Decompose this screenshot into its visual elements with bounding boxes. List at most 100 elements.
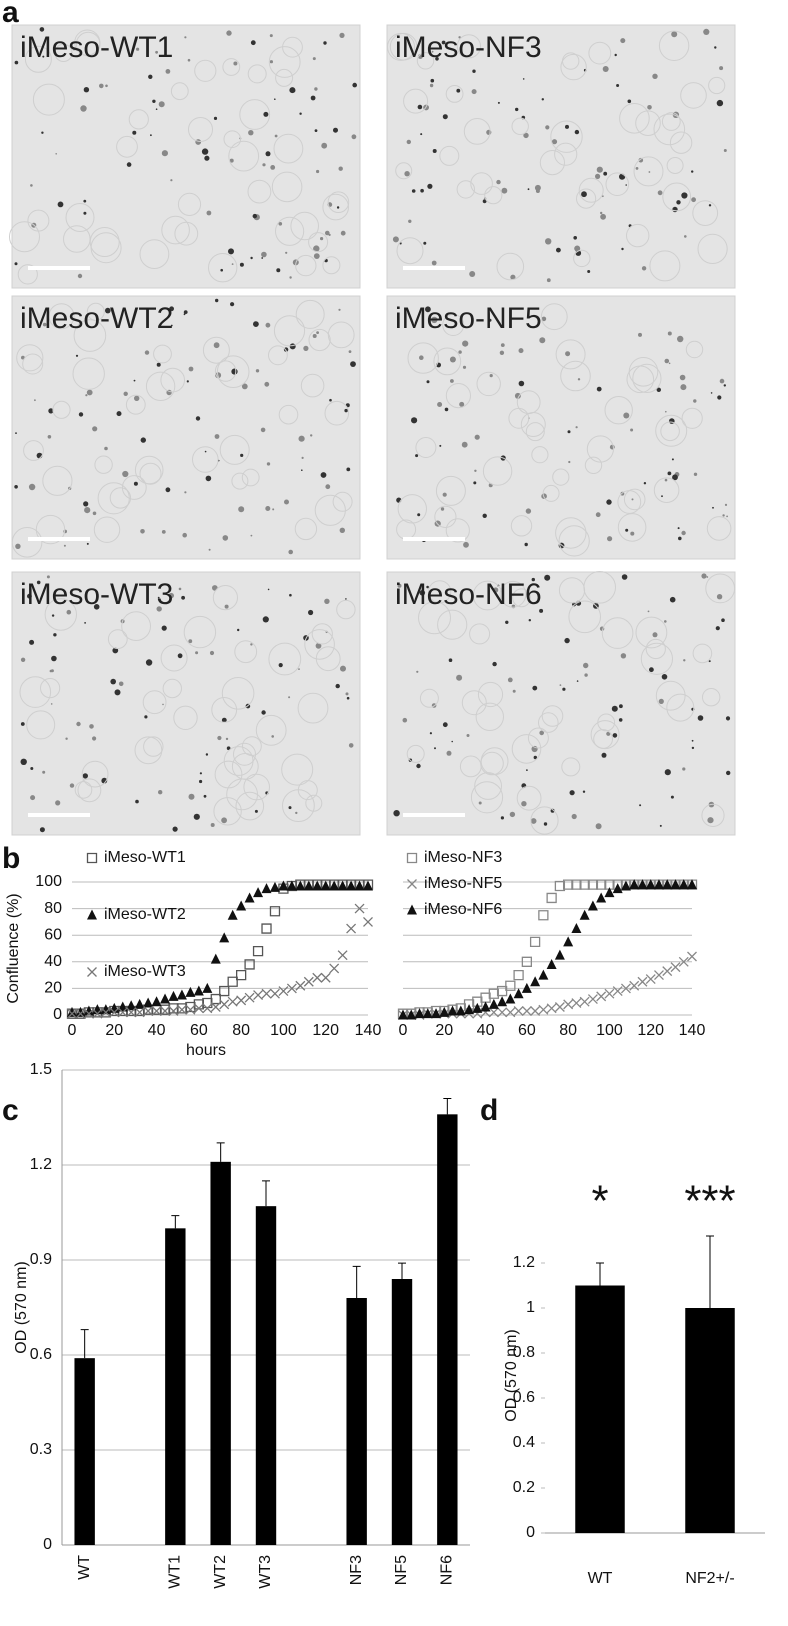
y-tick-label: 0.2	[513, 1479, 535, 1496]
cell-debris	[568, 460, 571, 464]
cell-debris	[635, 167, 639, 170]
cell-debris	[489, 374, 493, 378]
data-point	[637, 879, 648, 890]
cell-debris	[214, 434, 220, 439]
cell-debris	[226, 746, 231, 750]
cell-outline	[32, 83, 65, 116]
cell-debris	[329, 398, 332, 402]
cell-debris	[289, 87, 296, 94]
cell-debris	[658, 698, 664, 705]
data-point	[227, 909, 238, 920]
cell-outline	[74, 781, 93, 799]
cell-debris	[606, 499, 612, 505]
data-point	[346, 880, 357, 891]
cell-outline	[192, 446, 219, 473]
cell-debris	[77, 273, 83, 279]
cell-debris	[722, 514, 725, 517]
error-bar	[443, 1098, 452, 1115]
cell-debris	[521, 801, 527, 807]
cell-debris	[165, 487, 171, 493]
cell-debris	[471, 89, 477, 95]
data-point	[612, 883, 623, 894]
cell-debris	[679, 374, 686, 381]
cell-debris	[439, 444, 442, 447]
cell-debris	[652, 632, 658, 638]
cell-debris	[269, 60, 273, 64]
data-point	[354, 880, 365, 891]
cell-debris	[463, 541, 469, 548]
cell-debris	[303, 345, 309, 351]
cell-outline	[42, 465, 73, 496]
data-point	[554, 949, 565, 960]
cell-debris	[656, 387, 661, 392]
cell-debris	[250, 534, 253, 537]
cell-debris	[545, 125, 550, 130]
error-bar	[171, 1215, 180, 1229]
cell-debris	[48, 408, 54, 414]
cell-outline	[24, 45, 52, 73]
cell-debris	[30, 184, 33, 187]
cell-outline	[311, 623, 333, 645]
cell-outline	[604, 396, 633, 425]
y-axis-label: Confluence (%)	[5, 893, 22, 1003]
cell-outline	[470, 172, 493, 195]
data-point	[687, 951, 697, 962]
x-tick-label: NF5	[393, 1555, 410, 1585]
cell-outline	[231, 753, 259, 780]
data-point	[151, 1004, 162, 1015]
cell-debris	[724, 503, 728, 506]
cell-debris	[482, 199, 487, 204]
cell-debris	[110, 678, 116, 685]
cell-debris	[226, 30, 232, 36]
data-point	[83, 1005, 94, 1016]
cell-debris	[315, 642, 322, 649]
cell-debris	[150, 134, 152, 137]
data-point	[513, 969, 524, 981]
cell-outline	[578, 177, 604, 203]
cell-debris	[442, 492, 447, 497]
cell-debris	[639, 804, 642, 807]
data-point	[563, 936, 574, 947]
data-point	[546, 1003, 557, 1014]
cell-outline	[561, 757, 581, 777]
cell-debris	[526, 769, 528, 771]
cell-debris	[693, 472, 698, 476]
cell-outline	[655, 680, 686, 711]
cell-debris	[473, 481, 477, 485]
cell-debris	[41, 131, 44, 134]
micrograph	[386, 295, 736, 560]
panel-letter: a	[2, 0, 19, 29]
cell-outline	[308, 328, 331, 352]
cell-outline	[278, 404, 299, 425]
y-tick-label: 1.5	[30, 1061, 52, 1078]
cell-debris	[298, 668, 300, 670]
cell-outline	[305, 794, 323, 812]
cell-debris	[397, 583, 402, 588]
cell-outline	[470, 781, 504, 814]
cell-debris	[664, 620, 667, 623]
cell-debris	[85, 394, 88, 397]
cell-debris	[325, 484, 331, 490]
cell-outline	[554, 142, 578, 166]
cell-debris	[677, 527, 680, 530]
cell-debris	[716, 594, 723, 600]
cell-debris	[638, 157, 644, 163]
cell-debris	[462, 365, 467, 369]
cell-debris	[140, 529, 145, 534]
data-point	[278, 880, 289, 891]
cell-debris	[314, 129, 318, 133]
data-point	[168, 1006, 179, 1016]
cell-debris	[723, 384, 726, 387]
y-tick-label: 1.2	[513, 1254, 535, 1271]
cell-debris	[478, 801, 482, 805]
cell-debris	[20, 758, 27, 765]
cell-debris	[248, 130, 254, 136]
cell-debris	[310, 434, 313, 437]
cell-debris	[261, 251, 267, 258]
data-point	[513, 1006, 524, 1016]
micrograph	[11, 571, 361, 836]
cell-debris	[408, 219, 412, 223]
panel-letter: c	[2, 1094, 19, 1127]
cell-debris	[701, 573, 707, 579]
cell-debris	[584, 673, 588, 677]
